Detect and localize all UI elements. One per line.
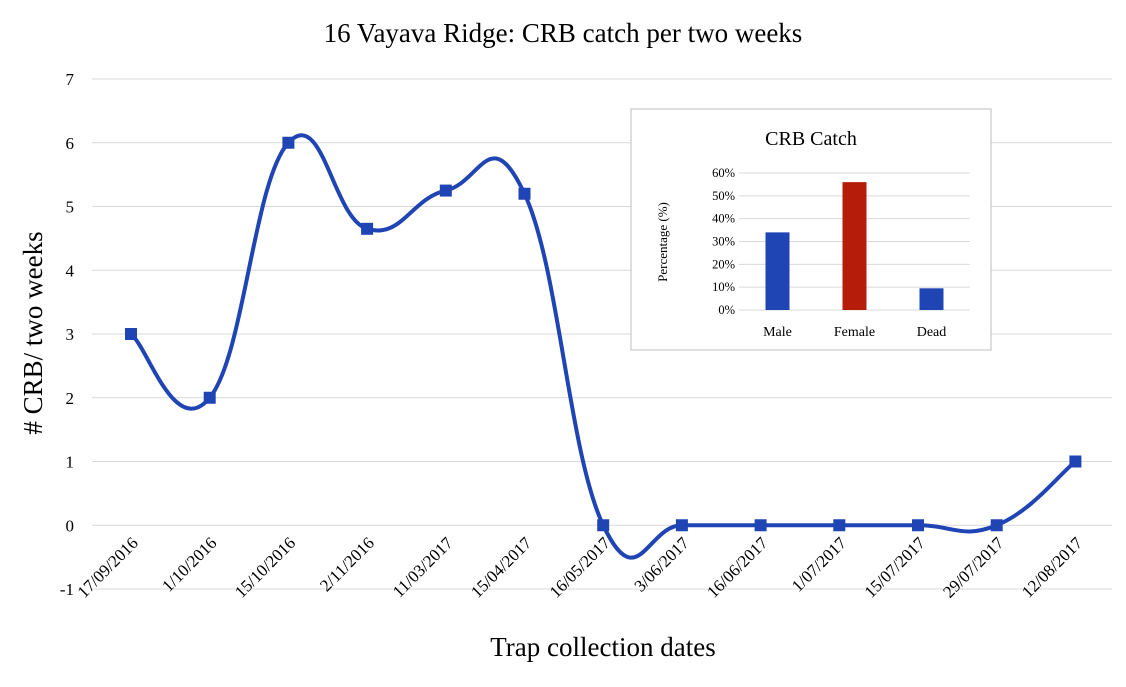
x-tick-label: 3/06/2017 <box>631 533 694 596</box>
x-tick-label: 17/09/2016 <box>74 533 142 601</box>
inset-bars <box>765 182 944 310</box>
y-tick-label: 6 <box>66 134 75 153</box>
y-tick-label: 7 <box>66 70 75 89</box>
series-line <box>129 133 1077 560</box>
data-point-marker <box>912 519 924 532</box>
x-tick-label: 12/08/2017 <box>1018 533 1087 602</box>
data-point-marker <box>203 391 216 404</box>
inset-category-label: Male <box>763 325 792 340</box>
inset-chart: CRB Catch Percentage (%) 0% 10% 20% 30% 40% 5… <box>630 108 992 351</box>
inset-bar-male <box>765 232 790 310</box>
data-point-marker <box>518 187 531 200</box>
x-tick-label: 15/04/2017 <box>467 533 536 602</box>
main-x-tick-labels: 17/09/2016 1/10/2016 15/10/2016 2/11/2016 11… <box>74 533 1087 602</box>
x-tick-label: 1/07/2017 <box>788 533 851 596</box>
inset-y-tick-label: 50% <box>712 189 735 203</box>
x-tick-label: 11/03/2017 <box>389 533 457 601</box>
y-tick-label: 2 <box>66 389 75 408</box>
y-tick-label: 1 <box>66 453 75 472</box>
y-tick-label: 3 <box>66 325 75 344</box>
y-tick-label: 5 <box>66 198 75 217</box>
x-tick-label: 1/10/2016 <box>158 533 220 595</box>
y-axis-title: # CRB/ two weeks <box>18 231 48 434</box>
y-tick-label: -1 <box>60 580 74 599</box>
data-point-marker <box>597 519 610 532</box>
data-point-marker <box>361 222 374 235</box>
data-point-marker <box>125 328 137 340</box>
data-point-marker <box>754 519 767 532</box>
x-tick-label: 2/11/2016 <box>316 533 378 595</box>
chart-title: 16 Vayava Ridge: CRB catch per two weeks <box>324 18 803 48</box>
inset-bar-female <box>842 182 867 310</box>
data-point-marker <box>990 519 1003 532</box>
inset-category-labels: Male Female Dead <box>763 325 946 340</box>
x-tick-label: 29/07/2017 <box>939 533 1008 602</box>
inset-bar-dead <box>919 288 944 310</box>
inset-y-tick-label: 10% <box>712 280 735 294</box>
x-tick-label: 16/06/2017 <box>703 533 772 602</box>
y-tick-label: 4 <box>66 261 75 280</box>
x-tick-label: 15/07/2017 <box>861 533 930 602</box>
inset-y-tick-label: 20% <box>712 257 735 271</box>
x-tick-label: 16/05/2017 <box>546 533 615 602</box>
inset-y-tick-label: 40% <box>712 212 735 226</box>
x-axis-title: Trap collection dates <box>490 632 715 662</box>
y-tick-label: 0 <box>66 516 75 535</box>
inset-y-tick-label: 0% <box>718 303 735 317</box>
data-point-marker <box>282 136 295 149</box>
inset-y-tick-labels: 0% 10% 20% 30% 40% 50% 60% <box>712 166 735 317</box>
x-tick-label: 15/10/2016 <box>231 533 299 601</box>
main-series <box>125 133 1082 560</box>
inset-title: CRB Catch <box>765 128 857 150</box>
inset-y-axis-title: Percentage (%) <box>655 202 670 282</box>
inset-category-label: Dead <box>917 325 947 340</box>
data-point-marker <box>1069 455 1082 468</box>
data-point-marker <box>439 184 452 197</box>
data-point-marker <box>833 519 846 532</box>
data-point-marker <box>675 519 688 532</box>
inset-y-tick-label: 60% <box>712 166 735 180</box>
main-y-tick-labels: -1 0 1 2 3 4 5 6 7 <box>60 70 75 599</box>
inset-category-label: Female <box>834 325 875 340</box>
inset-y-tick-label: 30% <box>712 235 735 249</box>
